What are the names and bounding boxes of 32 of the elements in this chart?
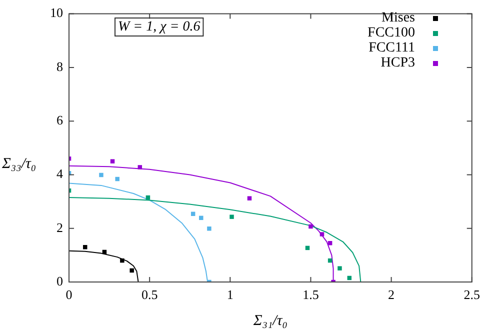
point <box>320 232 324 236</box>
y-axis-title: Σ₃₃/τ₀ <box>1 156 36 172</box>
y-tick-label: 8 <box>56 58 63 74</box>
point <box>110 159 115 164</box>
point <box>207 226 212 231</box>
y-tick-label: 6 <box>56 112 64 128</box>
point <box>138 165 142 170</box>
point <box>130 268 134 273</box>
point <box>308 224 313 229</box>
point <box>115 176 120 182</box>
x-tick-label: 2 <box>388 287 395 302</box>
y-tick-label: 10 <box>50 5 63 20</box>
x-axis-title: Σ₃₁/τ₀ <box>252 313 288 329</box>
x-tick-label: 1.5 <box>302 287 319 302</box>
y-tick-label: 2 <box>56 220 63 235</box>
legend-label: HCP3 <box>380 56 415 71</box>
point <box>82 245 88 250</box>
point <box>99 172 104 178</box>
x-tick-label: 2.5 <box>464 287 480 302</box>
point <box>230 214 234 219</box>
point <box>247 196 252 200</box>
x-tick-label: 1 <box>226 287 234 302</box>
legend-label: FCC100 <box>368 26 415 41</box>
point <box>120 258 124 263</box>
legend-label: Mises <box>382 10 415 26</box>
y-tick-label: 0 <box>56 273 63 288</box>
point <box>338 266 342 270</box>
y-tick-label: 4 <box>56 166 64 182</box>
point <box>199 216 204 220</box>
x-tick-label: 0.5 <box>141 287 158 302</box>
annotation: W = 1, χ = 0.6 <box>118 20 200 35</box>
legend-label: FCC111 <box>368 40 415 56</box>
